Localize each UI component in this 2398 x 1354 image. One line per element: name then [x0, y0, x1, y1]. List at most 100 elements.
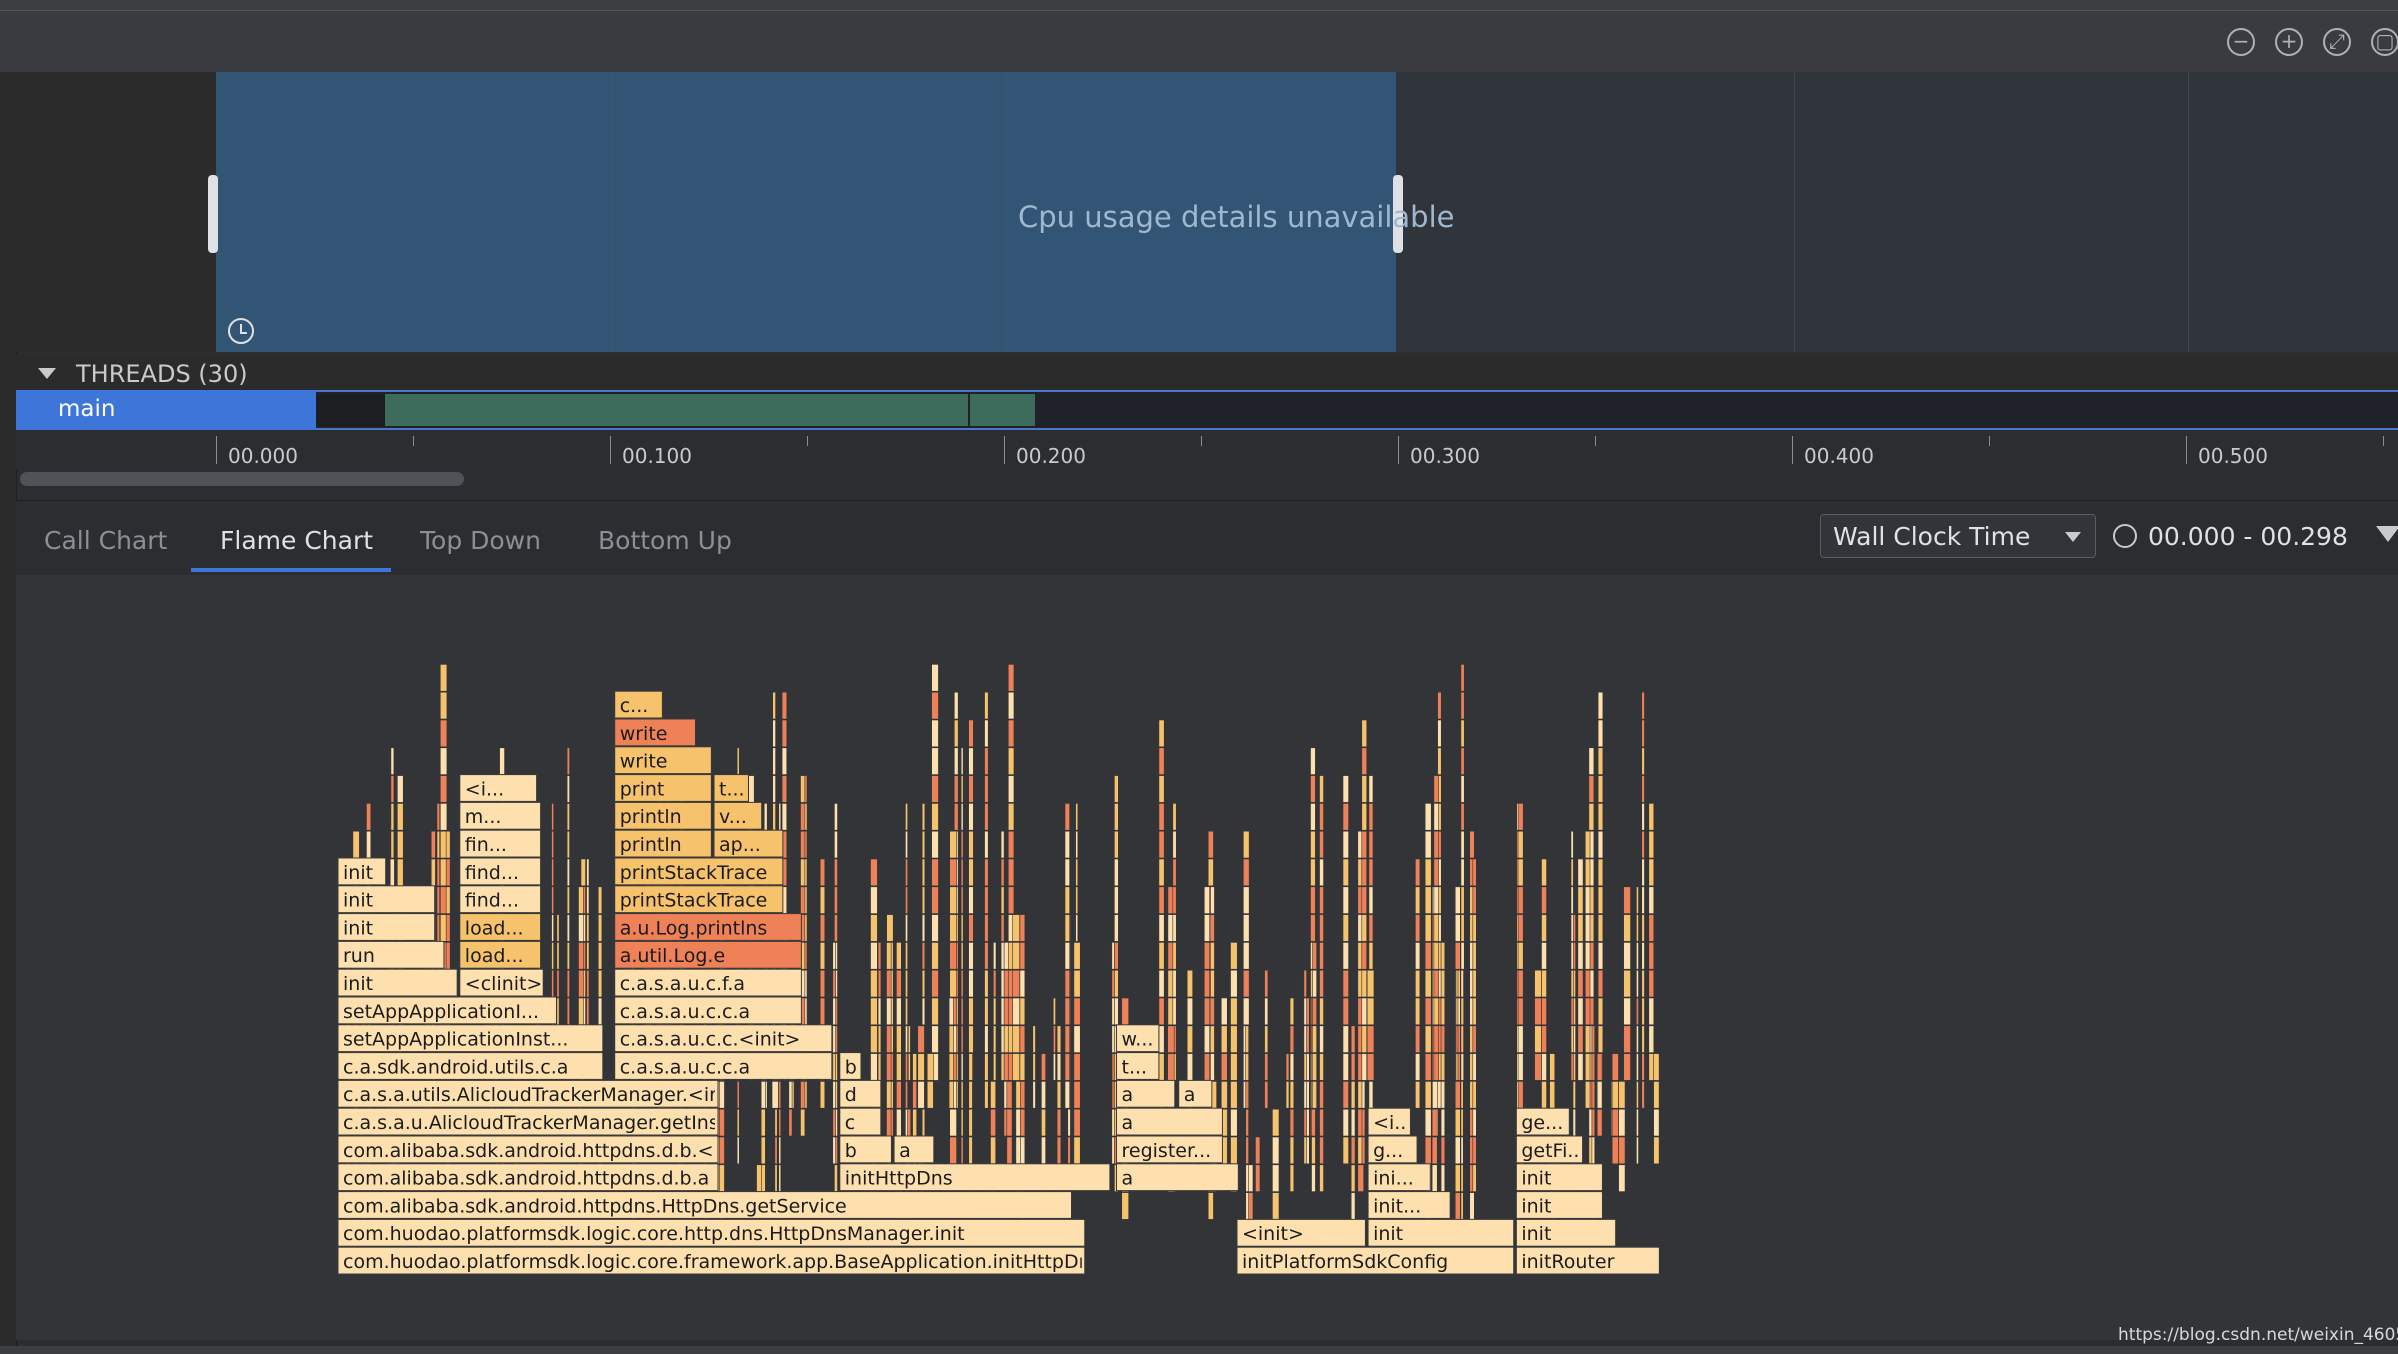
zoom-out-icon[interactable]: − — [2227, 28, 2255, 56]
flame-frame[interactable]: c.a.s.a.u.c.c.a — [614, 1052, 833, 1080]
clock-icon[interactable] — [228, 318, 254, 344]
flame-frame-bar[interactable] — [614, 801, 712, 830]
flame-frame-bar[interactable] — [337, 1135, 719, 1164]
threads-header[interactable] — [16, 354, 2398, 390]
flame-frame-bar[interactable] — [893, 1135, 935, 1164]
flame-frame-bar[interactable] — [1367, 1135, 1418, 1164]
flame-frame-bar[interactable] — [614, 1024, 833, 1053]
flame-frame[interactable]: com.alibaba.sdk.android.httpdns.d.b.a — [337, 1163, 719, 1192]
flame-frame-bar[interactable] — [614, 1052, 833, 1080]
flame-frame[interactable]: initRouter — [1515, 1246, 1660, 1275]
flame-frame-bar[interactable] — [614, 774, 712, 802]
flame-frame-bar[interactable] — [839, 1079, 882, 1108]
flame-frame[interactable]: a — [1116, 1163, 1239, 1192]
flame-frame-bar[interactable] — [839, 1052, 862, 1080]
flame-frame[interactable]: a.util.Log.e — [614, 940, 802, 969]
flame-frame-bar[interactable] — [713, 829, 784, 858]
flame-frame[interactable]: init — [1515, 1218, 1617, 1247]
flame-frame-bar[interactable] — [839, 1107, 882, 1136]
flame-frame-bar[interactable] — [337, 1163, 719, 1192]
flame-frame-bar[interactable] — [614, 746, 712, 775]
flame-frame-bar[interactable] — [614, 968, 802, 997]
flame-frame-bar[interactable] — [1515, 1135, 1584, 1164]
flame-frame[interactable]: g... — [1367, 1135, 1418, 1164]
flame-frame[interactable]: c.a.s.a.u.c.f.a — [614, 968, 802, 997]
flame-frame[interactable]: com.alibaba.sdk.android.httpdns.HttpDns.… — [337, 1191, 1072, 1219]
flame-frame-bar[interactable] — [1116, 1024, 1160, 1053]
flame-frame[interactable]: initHttpDns — [839, 1163, 1111, 1192]
flame-frame-bar[interactable] — [614, 913, 802, 941]
flame-frame-bar[interactable] — [1178, 1079, 1213, 1108]
flame-frame[interactable]: setAppApplicationI... — [337, 996, 557, 1025]
flame-frame[interactable]: t... — [1116, 1052, 1160, 1080]
flame-frame[interactable]: c.a.sdk.android.utils.c.a — [337, 1052, 604, 1080]
flame-frame[interactable]: a — [893, 1135, 935, 1164]
selection-right-handle[interactable] — [1393, 175, 1403, 253]
attach-to-live-icon[interactable]: ▢ — [2371, 28, 2398, 56]
flame-frame[interactable]: printStackTrace — [614, 857, 784, 886]
flame-frame[interactable]: write — [614, 718, 696, 747]
flame-frame[interactable]: load... — [459, 940, 542, 969]
flame-frame-bar[interactable] — [337, 940, 445, 969]
flame-frame-bar[interactable] — [614, 857, 784, 886]
flame-frame[interactable]: a.u.Log.printlns — [614, 913, 802, 941]
flame-frame-bar[interactable] — [1367, 1163, 1431, 1192]
flame-frame[interactable]: m... — [459, 801, 542, 830]
flame-frame[interactable]: setAppApplicationInst... — [337, 1024, 604, 1053]
flame-frame-bar[interactable] — [614, 885, 784, 914]
flame-frame-bar[interactable] — [1116, 1052, 1160, 1080]
flame-frame-bar[interactable] — [614, 718, 696, 747]
flame-frame-bar[interactable] — [337, 1052, 604, 1080]
flame-chart-panel[interactable]: com.huodao.platformsdk.logic.core.framew… — [16, 575, 2398, 1340]
flame-frame[interactable]: com.huodao.platformsdk.logic.core.framew… — [337, 1246, 1101, 1275]
flame-chart[interactable]: com.huodao.platformsdk.logic.core.framew… — [16, 575, 2398, 1340]
flame-frame[interactable]: register... — [1116, 1135, 1223, 1164]
flame-frame-bar[interactable] — [713, 774, 749, 802]
flame-frame[interactable]: init — [1367, 1218, 1515, 1247]
flame-frame[interactable]: <init> — [1236, 1218, 1366, 1247]
flame-frame-bar[interactable] — [1116, 1107, 1223, 1136]
flame-frame-bar[interactable] — [337, 1246, 1086, 1275]
flame-frame[interactable]: init — [1515, 1191, 1603, 1219]
flame-frame-bar[interactable] — [337, 996, 557, 1025]
cpu-selection-range[interactable] — [216, 72, 1396, 352]
flame-frame[interactable]: b — [839, 1052, 862, 1080]
collapse-triangle-icon[interactable] — [38, 368, 56, 379]
filter-icon[interactable] — [2376, 526, 2398, 542]
flame-frame-bar[interactable] — [839, 1135, 892, 1164]
flame-frame[interactable]: a — [1116, 1079, 1176, 1108]
flame-frame[interactable]: c — [839, 1107, 882, 1136]
flame-frame[interactable]: getFi... — [1515, 1135, 1585, 1164]
reset-zoom-icon[interactable]: ⤢ — [2323, 28, 2351, 56]
flame-frame-bar[interactable] — [459, 968, 544, 997]
flame-frame-bar[interactable] — [337, 857, 387, 886]
clock-type-dropdown[interactable] — [1820, 514, 2096, 558]
flame-frame[interactable]: d — [839, 1079, 882, 1108]
flame-frame[interactable]: fin... — [459, 829, 542, 858]
flame-frame-bar[interactable] — [1116, 1079, 1176, 1108]
flame-frame-bar[interactable] — [459, 774, 538, 802]
flame-frame-bar[interactable] — [337, 1107, 719, 1136]
flame-frame[interactable]: <clinit> — [459, 968, 544, 997]
flame-frame-bar[interactable] — [337, 1024, 604, 1053]
flame-frame[interactable]: init — [1515, 1163, 1603, 1192]
flame-frame-bar[interactable] — [614, 829, 712, 858]
flame-frame[interactable]: print — [614, 774, 712, 802]
flame-frame-bar[interactable] — [459, 913, 542, 941]
flame-frame-bar[interactable] — [1236, 1218, 1366, 1247]
cpu-unselected-region[interactable] — [1396, 72, 2398, 352]
flame-frame-bar[interactable] — [459, 940, 542, 969]
flame-frame[interactable]: com.huodao.platformsdk.logic.core.http.d… — [337, 1218, 1086, 1247]
flame-frame[interactable]: init — [337, 913, 436, 941]
flame-frame-bar[interactable] — [337, 968, 458, 997]
flame-frame[interactable]: v... — [713, 801, 763, 830]
flame-frame[interactable]: t... — [713, 774, 749, 802]
selection-left-handle[interactable] — [208, 175, 218, 253]
flame-frame-bar[interactable] — [1116, 1163, 1239, 1192]
flame-frame[interactable]: com.alibaba.sdk.android.httpdns.d.b.<ini… — [337, 1135, 760, 1164]
flame-frame[interactable]: initPlatformSdkConfig — [1236, 1246, 1515, 1275]
flame-frame[interactable]: println — [614, 829, 712, 858]
tab-bottom-up[interactable]: Bottom Up — [598, 526, 732, 555]
flame-frame[interactable]: a — [1116, 1107, 1223, 1136]
flame-frame-bar[interactable] — [337, 913, 436, 941]
